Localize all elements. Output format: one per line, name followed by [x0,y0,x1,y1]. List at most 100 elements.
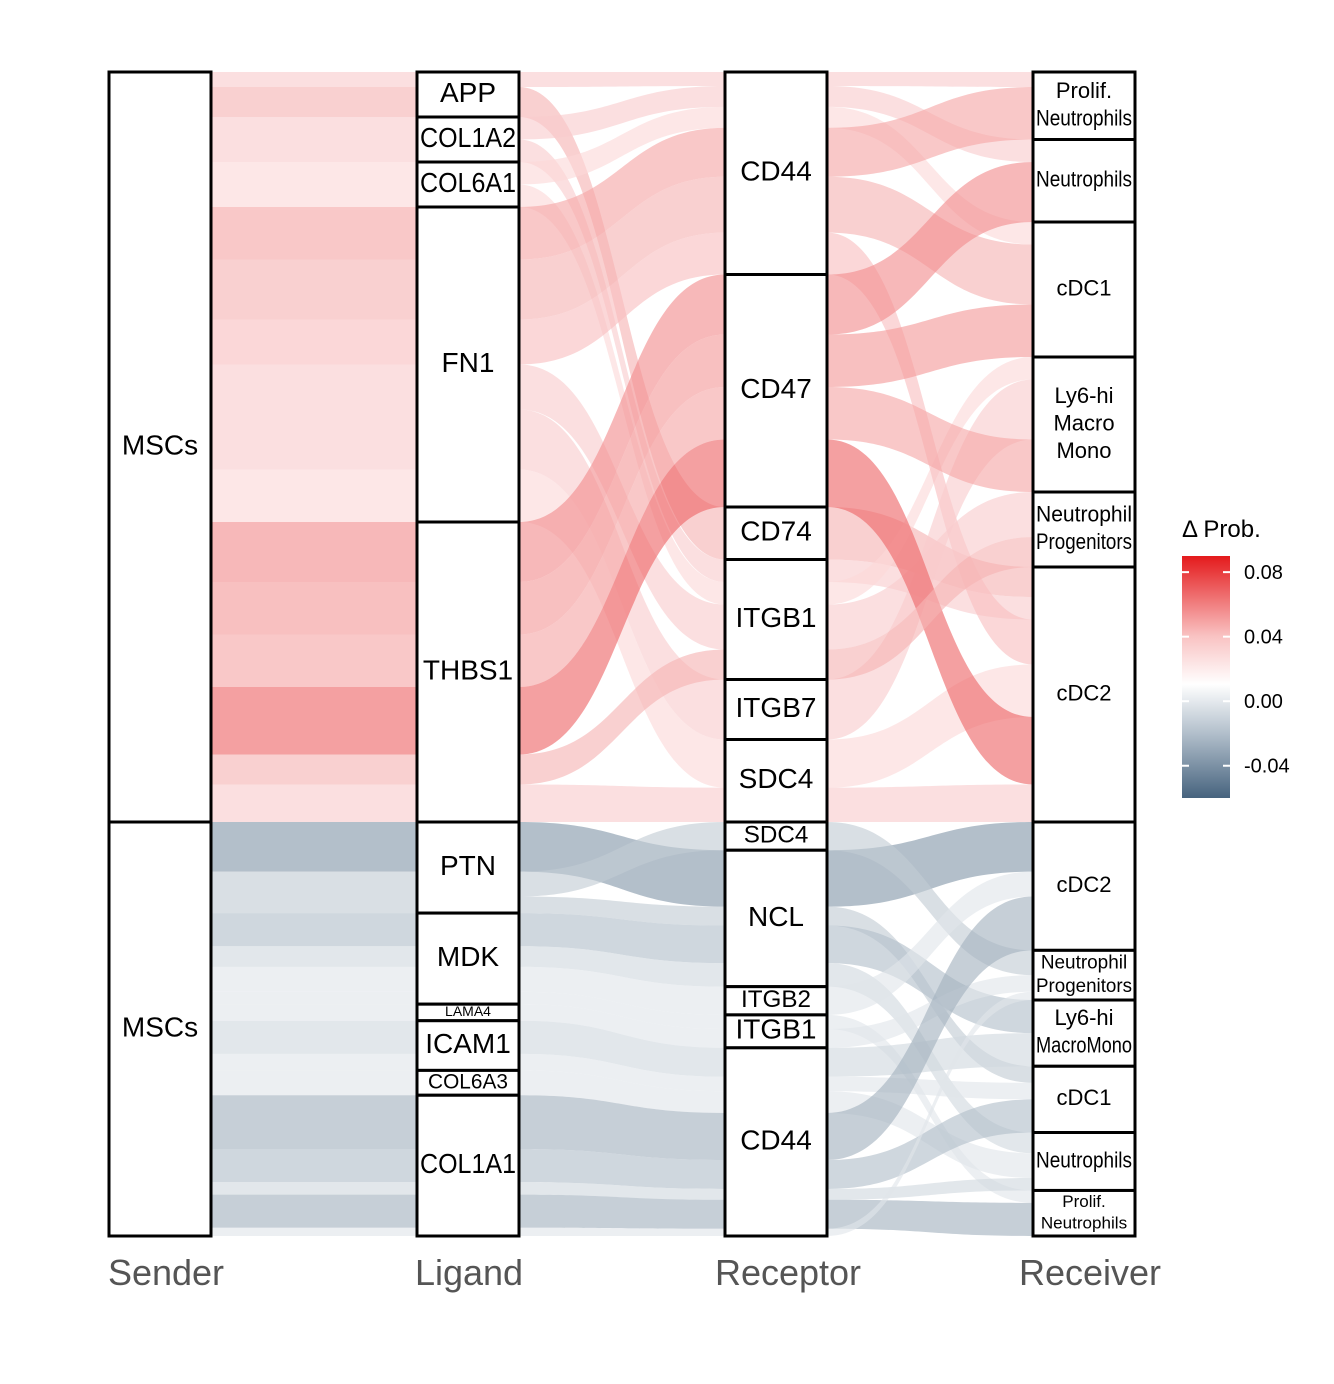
flow-up-fn1-cd44-prolif-neutrophils-6-seg3 [827,87,1033,177]
node-ligand-down-col1a1-box [415,1093,521,1238]
node-ligand-down-col6a3: COL6A3 [415,1068,521,1097]
node-layer: MSCs APP COL1A2 COL6A1 FN1 THBS1 CD44 CD47 CD74 I… [107,70,1137,1238]
node-sender-down-mscs: MSCs [107,820,213,1238]
node-ligand-down-ptn: PTN [415,820,521,915]
flow-down-mdk-itgb2-cdc2-23-seg2 [519,966,725,1015]
node-receptor-up-cd44: CD44 [723,70,829,276]
legend-tick-label: -0.04 [1244,756,1290,778]
node-ligand-up-thbs1-box [415,520,521,824]
node-receiver-down-ly6-hi-macromono-label-line1: Ly6-hi [1054,1005,1113,1030]
node-ligand-down-ptn-box [415,820,521,915]
node-receiver-up-ly6-hi-macro-mono-box [1031,355,1137,494]
flow-down-col1a1-cd44-neutrophil-progenitors-33-seg2 [519,1227,725,1236]
node-receptor-down-ncl-box [723,848,829,989]
flow-down-col6a3-cd44-neutrophils-28-seg1 [211,1070,417,1096]
flow-up-thbs1-cd47-ly6-hi-macro-mono-14-seg3 [827,387,1033,492]
flow-down-mdk-itgb1-prolif-neutrophils-24-seg2 [519,991,725,1029]
flow-up-col6a1-cd44-cdc1-4-seg2 [519,106,725,185]
node-receiver-up-ly6-hi-macro-mono-label-line3: Mono [1056,438,1111,463]
legend-title: Δ Prob. [1182,516,1261,543]
node-receptor-up-cd47-label: CD47 [740,373,812,404]
flow-up-thbs1-cd47-cdc1-13-seg2 [519,334,725,635]
node-ligand-up-thbs1-label: THBS1 [423,654,513,685]
flow-up-fn1-cd44-cdc2-8-seg1 [211,319,417,365]
flow-down-col1a1-cd44-cdc1-30-seg1 [211,1149,417,1183]
flow-up-thbs1-cd47-cdc1-13-seg1 [211,582,417,635]
node-receptor-up-cd74-box [723,505,829,561]
flow-down-lama4-itgb1-neutrophil-progenitors-25-seg1 [211,1004,417,1021]
legend-tick-label: 0.08 [1244,562,1283,584]
axis-label-sender: Sender [108,1252,224,1293]
flow-up-thbs1-itgb1-neutrophil-progenitors-16-seg3 [827,537,1033,680]
flow-up-thbs1-cd47-neutrophils-12-seg3 [827,162,1033,335]
flow-down-icam1-cd44-cdc1-27-seg2 [519,1053,725,1092]
flow-up-thbs1-cd47-ly6-hi-macro-mono-14-seg1 [211,634,417,687]
flow-layer [211,72,1033,1236]
flow-up-app-cd44-prolif-neutrophils-0-seg3 [827,72,1033,87]
flow-down-ptn-sdc4-neutrophil-progenitors-19-seg1 [211,871,417,897]
flow-up-thbs1-cd47-cdc2-15-seg2 [519,439,725,755]
node-ligand-down-ptn-label: PTN [440,850,496,881]
flow-down-col1a1-cd44-cdc2-29-seg1 [211,1095,417,1150]
node-ligand-up-col1a2-box [415,115,521,164]
flow-up-fn1-cd44-cdc1-7-seg2 [519,176,725,320]
flow-up-app-cd74-cdc2-1-seg2 [519,87,725,560]
node-ligand-up-fn1-box [415,205,521,524]
node-receptor-up-cd47: CD47 [723,273,829,509]
flow-down-col1a1-cd44-neutrophils-31-seg2 [519,1182,725,1200]
axis-label-receptor: Receptor [715,1252,861,1293]
node-ligand-down-lama4: LAMA4 [415,1002,521,1023]
node-ligand-up-col6a1-box [415,160,521,209]
node-ligand-down-icam1: ICAM1 [415,1019,521,1072]
flow-down-mdk-ncl-ly6-hi-macromono-21-seg2 [519,913,725,964]
legend-colorbar [1182,556,1230,798]
node-ligand-down-col1a1-label: COL1A1 [420,1148,516,1179]
node-receptor-down-cd44-box [723,1046,829,1238]
flow-up-col6a1-cd44-cdc1-4-seg1 [211,162,417,185]
node-receiver-up-cdc1-label: cDC1 [1056,275,1111,300]
flow-down-ptn-ncl-cdc1-20-seg1 [211,896,417,914]
flow-up-col1a2-itgb1-cdc2-3-seg2 [519,139,725,582]
node-receptor-up-itgb7-box [723,678,829,741]
flow-down-ptn-ncl-cdc2-18-seg3 [827,822,1033,907]
node-receptor-up-cd47-box [723,273,829,509]
node-receiver-down-prolif-neutrophils-box [1031,1188,1137,1238]
node-ligand-up-app: APP [415,70,521,119]
node-receiver-down-neutrophil-progenitors: Neutrophil Progenitors [1031,948,1137,1002]
axis-labels: Sender Ligand Receptor Receiver [108,1252,1161,1293]
node-receiver-up-neutrophils-label: Neutrophils [1036,167,1132,192]
axis-label-receiver: Receiver [1019,1252,1161,1293]
flow-up-app-cd74-cdc2-1-seg1 [211,87,417,117]
node-receiver-down-cdc1-label: cDC1 [1056,1085,1111,1110]
node-ligand-up-col1a2-label: COL1A2 [420,122,516,153]
flow-up-fn1-cd44-cdc2-8-seg2 [519,232,725,365]
node-receiver-up-cdc2: cDC2 [1031,565,1137,824]
node-ligand-down-col6a3-box [415,1068,521,1097]
flow-down-col1a1-cd44-prolif-neutrophils-32-seg3 [827,1199,1033,1236]
flow-up-fn1-sdc4-cdc2-11-seg1 [211,469,417,522]
flow-up-app-cd44-prolif-neutrophils-0-seg2 [519,72,725,87]
flow-up-fn1-cd44-prolif-neutrophils-6-seg2 [519,127,725,260]
node-receptor-down-sdc4: SDC4 [723,820,829,852]
node-ligand-up-col6a1-label: COL6A1 [420,167,516,198]
node-sender-up-mscs-label: MSCs [122,429,198,460]
node-receiver-up-ly6-hi-macro-mono-label-line2: Macro [1053,410,1114,435]
node-receiver-down-neutrophil-progenitors-label-line2: Progenitors [1036,976,1132,997]
node-sender-down-mscs-label: MSCs [122,1011,198,1042]
node-ligand-down-col6a3-label: COL6A3 [428,1070,508,1093]
flow-down-ptn-sdc4-neutrophil-progenitors-19-seg2 [519,822,725,897]
node-receiver-down-ly6-hi-macromono-label-line2: MacroMono [1036,1033,1132,1058]
flow-down-ptn-ncl-cdc1-20-seg2 [519,896,725,926]
node-receptor-down-itgb2: ITGB2 [723,985,829,1017]
node-receiver-up-neutrophil-progenitors-label-line1: Neutrophil [1036,502,1132,527]
node-receiver-up-prolif-neutrophils-box [1031,70,1137,141]
node-sender-down-mscs-box [107,820,213,1238]
flow-down-mdk-ncl-neutrophils-22-seg1 [211,946,417,967]
node-receptor-up-cd44-label: CD44 [740,156,812,187]
node-ligand-up-app-label: APP [440,77,496,108]
flow-down-col1a1-cd44-cdc2-29-seg3 [827,896,1033,1161]
flow-up-col6a1-itgb1-ly6-hi-macro-mono-5-seg3 [827,357,1033,605]
